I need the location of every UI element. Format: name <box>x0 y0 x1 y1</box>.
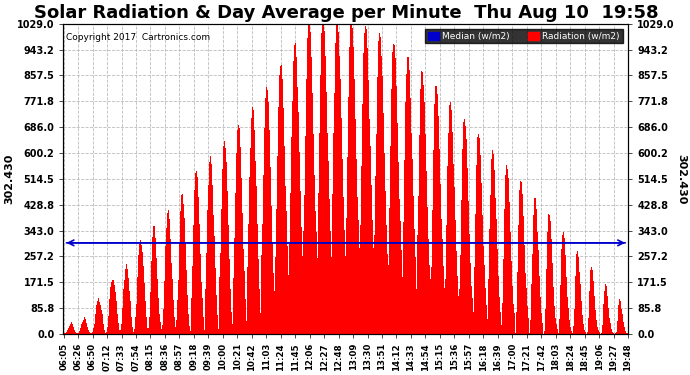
Title: Solar Radiation & Day Average per Minute  Thu Aug 10  19:58: Solar Radiation & Day Average per Minute… <box>34 4 658 22</box>
Y-axis label: 302.430: 302.430 <box>676 154 686 204</box>
Text: Copyright 2017  Cartronics.com: Copyright 2017 Cartronics.com <box>66 33 210 42</box>
Legend: Median (w/m2), Radiation (w/m2): Median (w/m2), Radiation (w/m2) <box>425 29 622 44</box>
Y-axis label: 302.430: 302.430 <box>4 154 14 204</box>
